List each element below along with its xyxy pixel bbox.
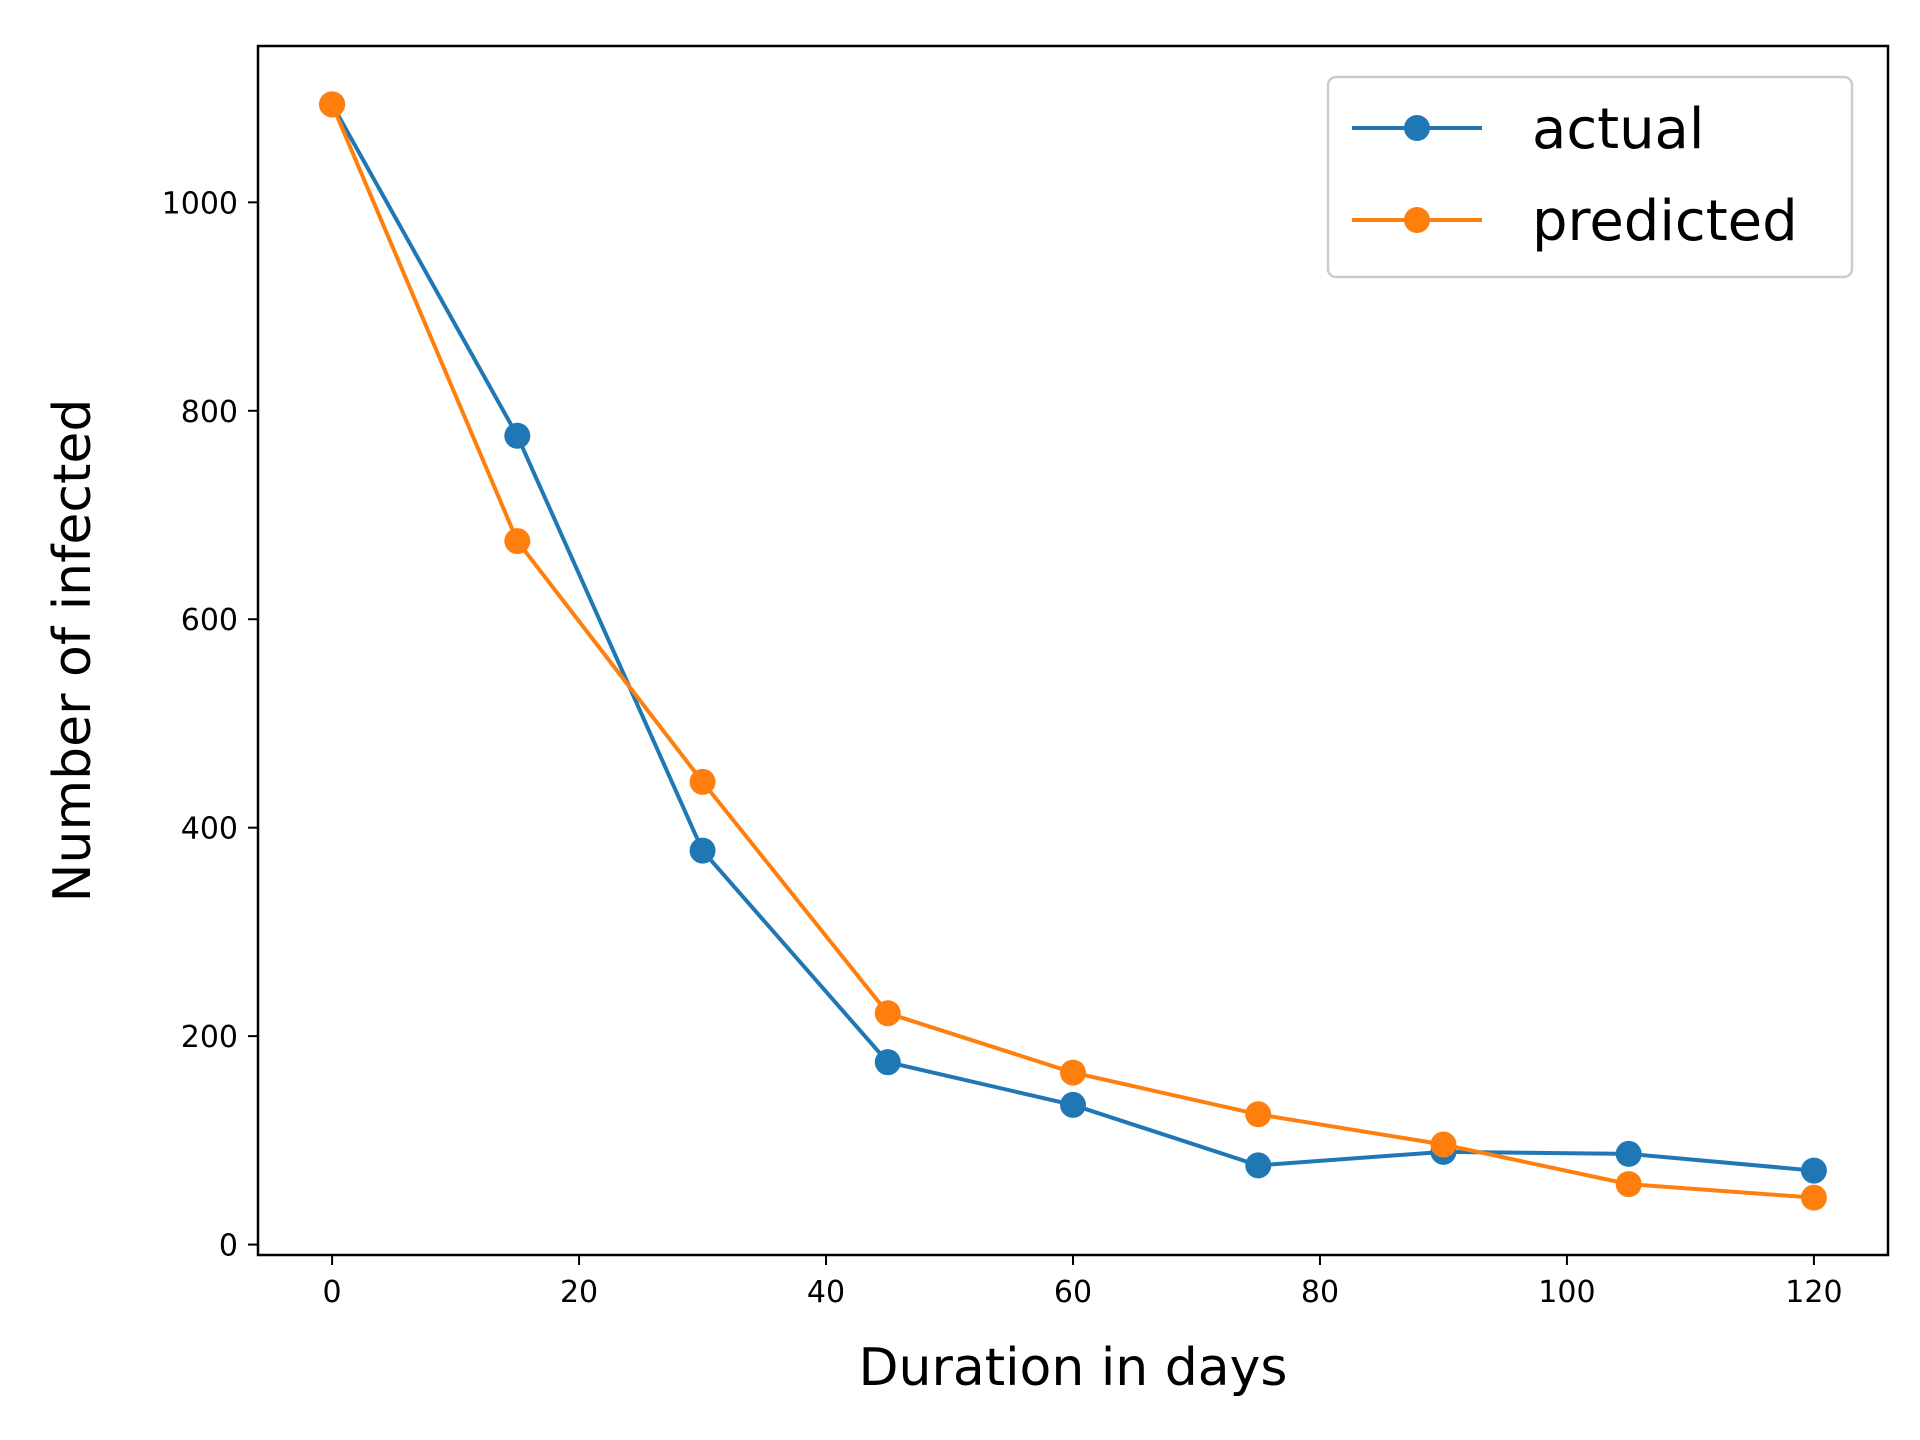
data-point-actual: [1800, 1157, 1827, 1184]
x-tick-label: 80: [1301, 1275, 1339, 1310]
data-point-actual: [1615, 1140, 1642, 1167]
data-point-predicted: [1060, 1059, 1086, 1086]
x-tick-label: 20: [560, 1275, 598, 1310]
data-point-actual: [1060, 1091, 1086, 1118]
legend-marker: [1404, 207, 1430, 233]
x-tick-label: 120: [1785, 1275, 1842, 1310]
series-layer: [319, 91, 1827, 1211]
legend-item-actual: actual: [1352, 97, 1704, 162]
x-tick-label: 60: [1054, 1275, 1092, 1310]
data-point-predicted: [689, 768, 716, 795]
data-point-actual: [874, 1049, 901, 1076]
data-point-predicted: [1430, 1131, 1457, 1158]
data-point-predicted: [1245, 1101, 1272, 1128]
y-tick-label: 200: [181, 1020, 238, 1055]
legend-label: actual: [1532, 97, 1704, 162]
y-tick-label: 800: [181, 395, 238, 430]
x-axis-label: Duration in days: [858, 1338, 1287, 1398]
data-point-predicted: [1615, 1171, 1642, 1198]
x-tick-label: 100: [1538, 1275, 1595, 1310]
x-tick-label: 0: [323, 1275, 342, 1310]
series-predicted: [319, 91, 1827, 1211]
y-tick-label: 1000: [162, 186, 238, 221]
data-point-predicted: [874, 1000, 901, 1027]
y-tick-label: 400: [181, 812, 238, 847]
legend-item-predicted: predicted: [1352, 189, 1798, 254]
data-point-predicted: [1800, 1184, 1827, 1211]
legend: actual predicted: [1326, 75, 1854, 279]
x-tick-label: 40: [807, 1275, 845, 1310]
data-point-actual: [504, 422, 531, 449]
data-point-predicted: [319, 91, 346, 118]
legend-marker: [1404, 115, 1430, 141]
data-point-actual: [1245, 1152, 1272, 1179]
y-axis-label: Number of infected: [43, 399, 103, 903]
data-point-predicted: [504, 528, 531, 555]
ticks-layer: 0 20 40 60 80 100 120 0 200 400 600 800 1000: [162, 186, 1843, 1310]
legend-label: predicted: [1532, 189, 1798, 254]
y-tick-label: 600: [181, 603, 238, 638]
data-point-actual: [689, 837, 716, 864]
y-tick-label: 0: [219, 1229, 238, 1264]
